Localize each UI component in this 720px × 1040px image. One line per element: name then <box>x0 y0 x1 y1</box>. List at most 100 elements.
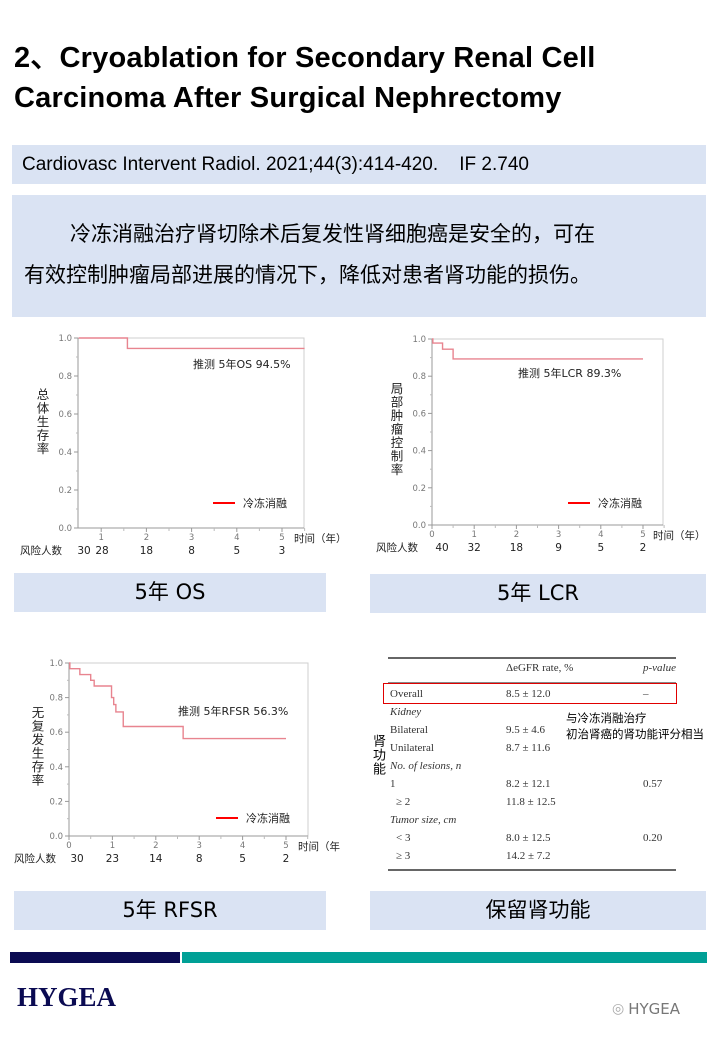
table-bottom-rule <box>388 869 676 871</box>
x-axis-label: 时间（年 <box>298 840 340 853</box>
x-tick-label: 3 <box>196 841 201 851</box>
table-cell-c2: 8.5 ± 12.0 <box>506 688 551 700</box>
table-cell-c3: 0.57 <box>643 778 663 790</box>
comparison-note: 与冷冻消融治疗 初治肾癌的肾功能评分相当 <box>566 710 704 742</box>
x-tick-label: 5 <box>283 841 288 851</box>
x-tick-label: 0 <box>429 530 434 540</box>
number-at-risk: 5 <box>233 545 240 557</box>
footer-bar-navy <box>10 952 180 963</box>
header-pvalue: p-value <box>643 662 676 674</box>
legend-label: 冷冻消融 <box>246 811 290 825</box>
table-cell-c1: Unilateral <box>390 742 434 754</box>
slide-title: 2、Cryoablation for Secondary Renal Cell … <box>14 38 596 118</box>
plot-frame <box>68 662 309 837</box>
x-tick-label: 3 <box>556 530 561 540</box>
table-row: < 3 8.0 ± 12.5 0.20 <box>388 829 676 847</box>
y-tick-label: 0.2 <box>49 797 63 807</box>
x-tick-label: 2 <box>144 533 149 543</box>
table-cell-c1: Tumor size, cm <box>390 814 457 826</box>
table-cell-c1: Overall <box>390 688 423 700</box>
table-row: 1 8.2 ± 12.1 0.57 <box>388 775 676 793</box>
number-at-risk: 40 <box>435 542 448 554</box>
title-line-1: 2、Cryoablation for Secondary Renal Cell <box>14 42 596 74</box>
table-cell-c1: 1 <box>390 778 396 790</box>
x-tick-label: 4 <box>598 530 603 540</box>
risk-table-label: 风险人数 <box>376 541 418 554</box>
y-tick-label: 0.0 <box>49 832 63 842</box>
number-at-risk: 8 <box>196 853 203 865</box>
table-cell-c1: ≥ 2 <box>396 796 411 808</box>
number-at-risk: 5 <box>597 542 604 554</box>
number-at-risk: 2 <box>283 853 290 865</box>
number-at-risk: 8 <box>188 545 195 557</box>
y-tick-label: 1.0 <box>412 335 426 345</box>
table-cell-c2: 11.8 ± 12.5 <box>506 796 556 808</box>
number-at-risk: 23 <box>106 853 119 865</box>
x-tick-label: 0 <box>66 841 71 851</box>
x-tick-label: 2 <box>153 841 158 851</box>
estimate-annotation: 推测 5年OS 94.5% <box>193 357 291 371</box>
table-cell-c2: 8.0 ± 12.5 <box>506 832 551 844</box>
y-tick-label: 0.4 <box>49 763 63 773</box>
x-tick-label: 5 <box>279 533 284 543</box>
header-egfr: ΔeGFR rate, % <box>506 662 574 674</box>
number-at-risk: 30 <box>70 853 83 865</box>
table-row: Tumor size, cm <box>388 811 676 829</box>
y-tick-label: 0.8 <box>49 694 63 704</box>
renal-function-label: 肾功能 <box>370 734 385 776</box>
number-at-risk: 2 <box>640 542 647 554</box>
caption-renal: 保留肾功能 <box>370 891 706 930</box>
table-header-rule <box>388 682 676 683</box>
km-curve <box>432 338 643 360</box>
x-tick-label: 4 <box>240 841 245 851</box>
table-header: ΔeGFR rate, % p-value <box>388 659 676 677</box>
table-row: Kidney <box>388 703 676 721</box>
y-axis-label: 总体生存率 <box>35 388 50 456</box>
watermark: ◎ HYGEA <box>612 1000 680 1018</box>
y-tick-label: 0.4 <box>412 447 426 457</box>
number-at-risk: 5 <box>239 853 246 865</box>
x-tick-label: 4 <box>234 533 239 543</box>
risk-table-label: 风险人数 <box>20 544 62 557</box>
x-tick-label: 2 <box>514 530 519 540</box>
note-line-1: 与冷冻消融治疗 <box>566 711 647 725</box>
y-axis-label: 局部肿瘤控制率 <box>389 382 404 477</box>
y-tick-label: 0.0 <box>412 521 426 531</box>
number-at-risk: 18 <box>510 542 523 554</box>
note-line-2: 初治肾癌的肾功能评分相当 <box>566 727 704 741</box>
table-row: Overall 8.5 ± 12.0 – <box>388 685 676 703</box>
table-row: Unilateral 8.7 ± 11.6 <box>388 739 676 757</box>
y-tick-label: 0.0 <box>58 524 72 534</box>
table-row: Bilateral 9.5 ± 4.6 <box>388 721 676 739</box>
number-at-risk: 28 <box>95 545 108 557</box>
summary-line-1: 冷冻消融治疗肾切除术后复发性肾细胞癌是安全的，可在 <box>70 222 595 246</box>
plot-frame <box>431 338 664 526</box>
caption-rfsr: 5年 RFSR <box>14 891 326 930</box>
table-row: No. of lesions, n <box>388 757 676 775</box>
table-top-rule <box>388 657 676 659</box>
number-at-risk: 30 <box>77 545 90 557</box>
x-tick-label: 5 <box>640 530 645 540</box>
table-cell-c3: 0.20 <box>643 832 663 844</box>
y-axis-label: 无复发生存率 <box>30 706 45 787</box>
footer-bar-teal <box>182 952 707 963</box>
table-cell-c1: Kidney <box>390 706 422 718</box>
y-tick-label: 0.8 <box>58 372 72 382</box>
table-cell-c2: 9.5 ± 4.6 <box>506 724 546 736</box>
title-line-2: Carcinoma After Surgical Nephrectomy <box>14 82 562 114</box>
table-cell-c2: 8.2 ± 12.1 <box>506 778 551 790</box>
estimate-annotation: 推测 5年LCR 89.3% <box>518 366 621 380</box>
y-tick-label: 0.2 <box>412 484 426 494</box>
table-cell-c2: 8.7 ± 11.6 <box>506 742 551 754</box>
x-tick-label: 1 <box>471 530 476 540</box>
x-axis-label: 时间（年） <box>294 532 347 545</box>
km-curve <box>78 337 305 350</box>
citation: Cardiovasc Intervent Radiol. 2021;44(3):… <box>12 145 706 184</box>
number-at-risk: 9 <box>555 542 562 554</box>
summary-line-2: 有效控制肿瘤局部进展的情况下，降低对患者肾功能的损伤。 <box>24 263 591 287</box>
y-tick-label: 0.6 <box>58 410 72 420</box>
summary-box: 冷冻消融治疗肾切除术后复发性肾细胞癌是安全的，可在 有效控制肿瘤局部进展的情况下… <box>12 195 706 317</box>
legend-label: 冷冻消融 <box>598 496 642 510</box>
y-tick-label: 0.6 <box>49 728 63 738</box>
number-at-risk: 14 <box>149 853 163 865</box>
